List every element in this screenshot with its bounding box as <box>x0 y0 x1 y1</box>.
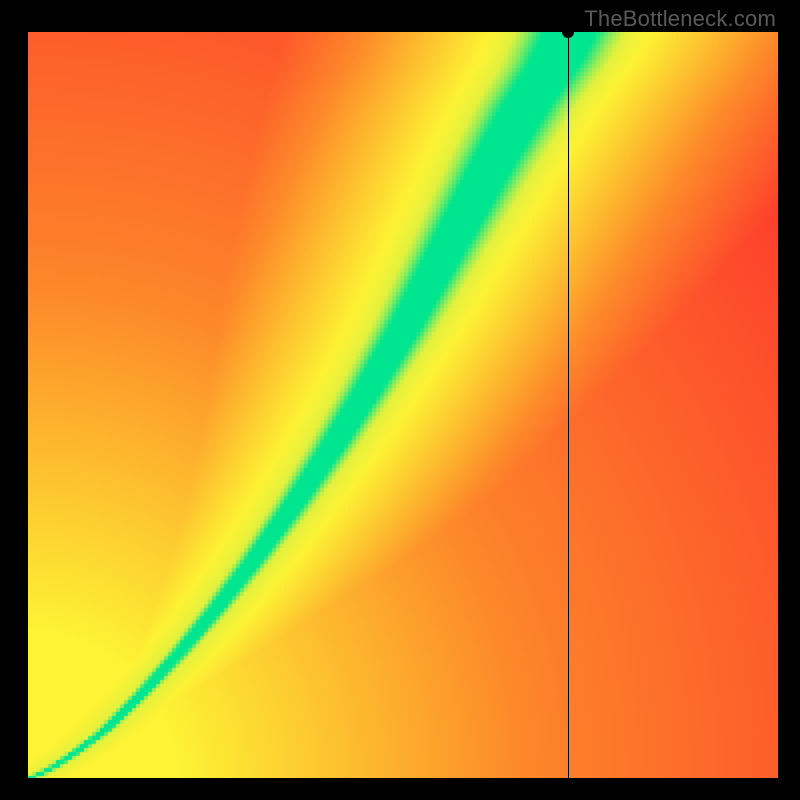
reference-marker <box>562 26 574 38</box>
vertical-reference-line <box>568 32 569 778</box>
chart-container: TheBottleneck.com <box>0 0 800 800</box>
heatmap-canvas <box>28 32 778 778</box>
attribution-label: TheBottleneck.com <box>584 6 776 32</box>
plot-area <box>28 32 778 778</box>
